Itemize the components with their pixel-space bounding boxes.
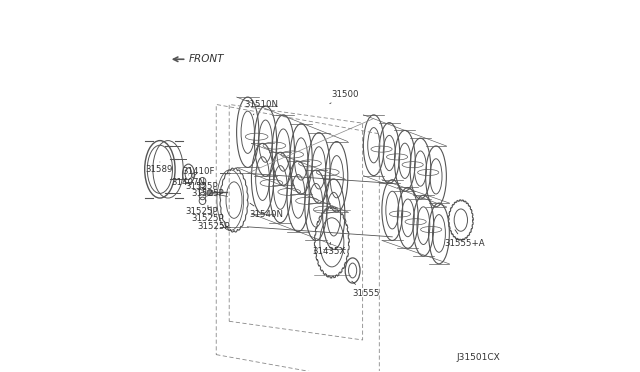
Text: 31435X: 31435X: [312, 242, 346, 256]
Text: 31555+A: 31555+A: [444, 230, 484, 248]
Text: 31525P: 31525P: [186, 182, 218, 194]
Text: 31589: 31589: [145, 162, 172, 174]
Text: 31555: 31555: [352, 281, 380, 298]
Text: 31525P: 31525P: [191, 205, 223, 223]
Text: J31501CX: J31501CX: [456, 353, 500, 362]
Text: 31540N: 31540N: [250, 203, 284, 219]
Text: 31500: 31500: [330, 90, 358, 104]
Text: 31410F: 31410F: [183, 167, 216, 176]
Text: FRONT: FRONT: [188, 54, 224, 64]
Text: 31407N: 31407N: [172, 175, 205, 187]
Text: 31525P: 31525P: [186, 200, 218, 216]
Text: 31525P: 31525P: [197, 206, 230, 231]
Polygon shape: [207, 190, 212, 195]
Text: 31510N: 31510N: [244, 100, 278, 115]
Text: 31525P: 31525P: [191, 189, 223, 198]
